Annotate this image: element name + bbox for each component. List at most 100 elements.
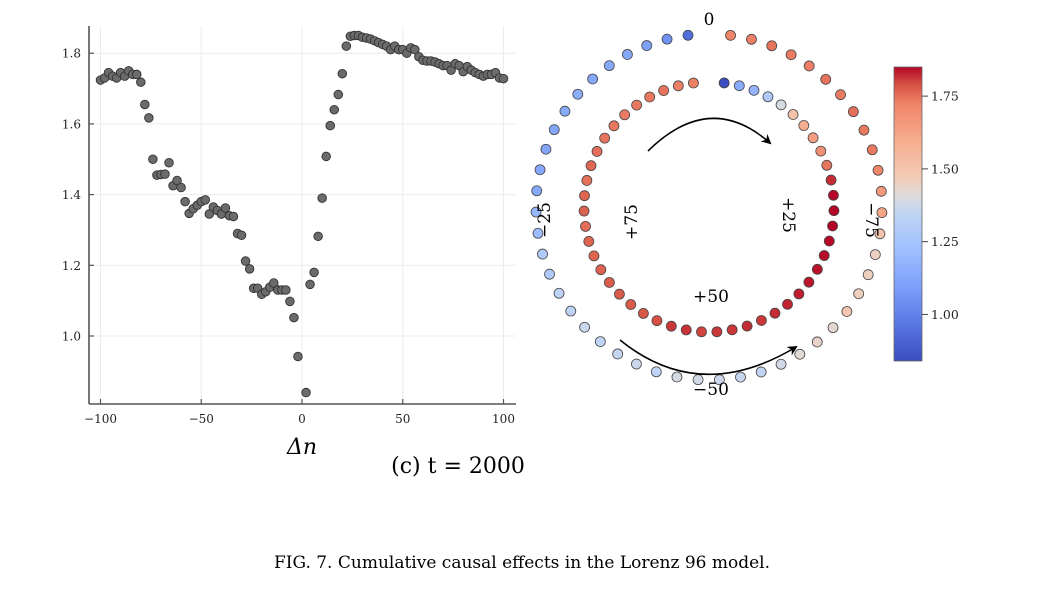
data-point [144, 113, 154, 123]
colorbar-tick-label: 1.25 [931, 234, 959, 249]
colorbar-ticks: 1.00 1.25 1.50 1.75 [922, 89, 959, 322]
ring-point-outer [862, 269, 874, 281]
ring-point-inner [599, 132, 611, 144]
data-point [240, 256, 251, 266]
data-point [164, 158, 174, 168]
ring-point-outer [544, 268, 555, 280]
ring-point-outer [621, 49, 633, 60]
ring-point-outer [531, 185, 543, 197]
ring-point-inner [823, 235, 835, 247]
ring-point-outer [835, 89, 846, 101]
data-point [160, 169, 170, 179]
data-point [309, 267, 319, 278]
ring-point-inner [782, 298, 793, 310]
data-point [176, 182, 186, 193]
ring-point-outer [785, 49, 797, 61]
ring-point-outer [559, 105, 571, 117]
x-axis-label: Δn [286, 435, 317, 460]
data-point [281, 285, 291, 295]
figure-caption: FIG. 7. Cumulative causal effects in the… [273, 553, 771, 573]
subfigure-caption: (c) t = 2000 [391, 454, 525, 479]
data-point [293, 351, 303, 362]
ring-point-outer [827, 322, 839, 334]
ring-point-outer [869, 249, 881, 261]
ring-point-outer [587, 73, 599, 85]
ring-point-outer [594, 336, 606, 348]
ring-point-outer [841, 306, 853, 317]
x-tick-label: 100 [492, 412, 515, 426]
ring-point-inner [672, 80, 684, 92]
ring-point-inner [580, 220, 591, 232]
ring-point-outer [532, 227, 544, 239]
ring-point-outer [534, 164, 546, 176]
ring-point-outer [775, 358, 787, 370]
ring-point-outer [565, 305, 577, 317]
ring-point-outer [858, 124, 870, 136]
data-point [244, 264, 255, 274]
ring-label-inner-pos50: +50 [693, 287, 729, 307]
y-tick-label: 1.4 [62, 188, 81, 202]
ring-point-inner [718, 77, 730, 89]
ring-point-outer [579, 321, 591, 333]
ring-point-outer [872, 164, 884, 176]
x-tick-label: −50 [189, 412, 214, 426]
ring-point-inner [579, 190, 590, 202]
ring-point-inner [711, 326, 723, 338]
data-point [180, 196, 190, 207]
data-point [132, 69, 142, 80]
ring-point-inner [619, 109, 631, 121]
ring-point-inner [825, 174, 837, 186]
ring-point-outer [682, 29, 694, 41]
x-tick-label: 0 [298, 412, 306, 426]
ring-point-inner [608, 120, 620, 132]
ring-point-inner [827, 220, 838, 232]
ring-point-inner [595, 264, 607, 276]
ring-point-inner [828, 189, 839, 201]
ring-point-outer [735, 371, 746, 383]
ring-point-outer [641, 40, 653, 51]
ring-point-inner [821, 159, 833, 171]
ring-point-inner [793, 288, 805, 300]
arrow-counterclockwise [619, 339, 798, 376]
ring-point-inner [769, 307, 781, 319]
ring-point-inner [637, 307, 649, 319]
y-tick-label: 1.2 [62, 259, 81, 273]
ring-point-inner [811, 263, 823, 275]
ring-point-outer [874, 228, 886, 240]
ring-label-outer-neg25: −25 [535, 202, 555, 238]
y-ticks: 1.0 1.2 1.4 1.6 1.8 [62, 47, 94, 344]
ring-point-inner [680, 324, 692, 336]
colorbar-tick-label: 1.50 [931, 161, 959, 176]
ring-point-inner [581, 175, 593, 186]
ring-point-outer [553, 287, 565, 299]
ring-point-inner [588, 250, 600, 262]
data-point [305, 279, 315, 290]
ring-point-inner [726, 324, 738, 336]
ring-point-inner [828, 205, 840, 217]
y-tick-label: 1.8 [62, 47, 81, 61]
colorbar: 1.00 1.25 1.50 1.75 [893, 66, 959, 362]
ring-point-outer [612, 348, 624, 360]
ring-point-outer [794, 348, 806, 360]
arrow-clockwise [647, 117, 772, 152]
ring-point-outer [853, 288, 865, 300]
colorbar-gradient [893, 66, 923, 362]
ring-point-inner [665, 320, 677, 332]
ring-point-inner [644, 91, 656, 103]
ring-point-inner [807, 132, 819, 144]
data-point [228, 211, 239, 222]
ring-point-inner [658, 85, 670, 96]
ring-plot: 0 −25 −50 −75 +25 +50 +75 [530, 10, 888, 400]
ring-label-outer-0: 0 [704, 10, 715, 30]
ring-point-outer [537, 248, 548, 260]
grid-lines [89, 26, 516, 404]
ring-point-inner [696, 326, 707, 338]
ring-point-outer [876, 207, 888, 219]
data-point [329, 105, 339, 115]
data-point [317, 193, 327, 203]
ring-point-outer [603, 60, 615, 72]
ring-point-outer [811, 336, 823, 348]
ring-point-inner [815, 145, 827, 157]
inner-ring [578, 77, 840, 338]
